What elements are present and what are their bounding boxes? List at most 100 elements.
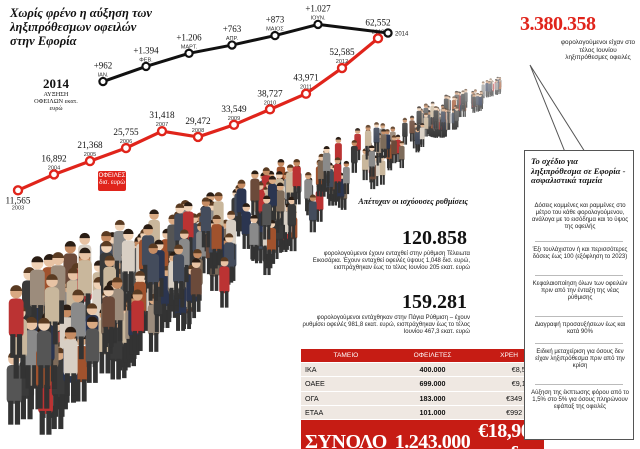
table-row: ΟΓΑ 183.000 €349 εκατ.	[301, 391, 544, 406]
debt-value-label: 29,472	[185, 116, 211, 126]
debt-point	[84, 155, 96, 167]
page-title: Χωρίς φρένο η αύξηση των ληξιπρόθεσμων ο…	[10, 6, 152, 48]
person-figure	[200, 197, 211, 248]
person-figure	[308, 194, 317, 233]
debt-value-label: 11,565	[6, 195, 31, 205]
person-figure	[36, 317, 52, 389]
debt-value-label: 16,892	[41, 153, 67, 163]
monthly-value-label: +763	[223, 24, 242, 34]
table-cell: 400.000	[390, 362, 475, 378]
person-figure	[275, 182, 285, 226]
table-row: ΟΑΕΕ 699.000 €9,1 δισ.	[301, 376, 544, 392]
regulation2-value: 159.281	[402, 291, 467, 313]
divider	[535, 241, 623, 242]
table-cell: ΙΚΑ	[301, 362, 391, 378]
debt-year-label: 2004	[48, 165, 60, 171]
monthly-point	[98, 76, 108, 87]
plan-item: Ειδική μεταχείριση για όσους δεν είχαν λ…	[535, 349, 625, 370]
funds-table: ΤΑΜΕΙΟ ΟΦΕΙΛΕΤΕΣ ΧΡΕΗ ΙΚΑ 400.000 €8,5 δ…	[301, 349, 544, 449]
person-figure	[121, 228, 135, 292]
monthly-value-label: +873	[266, 15, 285, 25]
debt-point	[48, 169, 60, 180]
person-figure	[241, 203, 251, 249]
debt-year-label: 2007	[156, 122, 168, 128]
person-figure	[211, 214, 222, 266]
badge-ofeiles: ΟΦΕΙΛΕΣ δισ. ευρώ	[98, 171, 126, 191]
debt-year-label: 2005	[84, 152, 96, 158]
badge-2014: 2014 ΑΥΞΗΣΗ ΟΦΕΙΛΩΝ εκατ. ευρώ	[30, 77, 82, 112]
person-figure	[24, 316, 39, 389]
debt-year-label: 2012	[336, 59, 348, 65]
person-figure	[334, 157, 342, 194]
debt-point	[12, 185, 24, 196]
debt-value-label: 21,368	[77, 140, 103, 150]
debt-value-label: 52,585	[329, 47, 355, 57]
divider	[535, 316, 623, 317]
debt-value-label: 38,727	[257, 88, 283, 98]
regulation2-caption: φορολογούμενοι εντάχθηκαν στην Πάγια Ρύθ…	[302, 315, 470, 336]
person-figure	[102, 285, 115, 348]
debt-year-label: 2010	[264, 100, 276, 106]
person-figure	[219, 257, 230, 308]
person-figure	[249, 214, 259, 260]
divider	[535, 275, 623, 276]
monthly-month-label: ΙΑΝ.	[98, 73, 109, 79]
monthly-end-label: 2014	[395, 32, 409, 38]
person-figure	[8, 285, 24, 358]
table-cell: 699.000	[390, 376, 475, 392]
debt-point	[300, 88, 312, 99]
plan-item: Διαγραφή προσαυξήσεων έως και κατά 90%	[534, 322, 626, 336]
person-figure	[262, 195, 272, 240]
plan-panel: Το σχέδιο για ληξιπρόθεσμα σε Εφορία - α…	[524, 150, 634, 440]
table-row: ΕΤΑΑ 101.000 €992 εκατ.	[301, 405, 544, 420]
plan-heading: Το σχέδιο για ληξιπρόθεσμα σε Εφορία - α…	[531, 156, 626, 186]
monthly-value-label: +1.394	[133, 45, 159, 55]
table-cell: ΟΓΑ	[301, 391, 391, 406]
plan-item: Κεφαλαιοποίηση όλων των οφειλών πριν από…	[532, 281, 628, 302]
monthly-point	[227, 40, 237, 50]
debt-value-label: 25,755	[113, 127, 139, 137]
debt-year-label: 2008	[192, 128, 204, 134]
monthly-point	[313, 19, 323, 30]
debt-value-label: 62,552	[365, 17, 391, 27]
person-figure	[292, 158, 301, 200]
divider	[535, 384, 623, 385]
debt-year-label: 2011	[300, 85, 312, 91]
table-cell: ΕΤΑΑ	[301, 405, 391, 420]
regulation1-value: 120.858	[402, 227, 467, 249]
person-figure	[131, 289, 144, 352]
debt-point	[156, 125, 168, 137]
table-cell: ΣΥΝΟΛΟ	[301, 419, 391, 449]
regulations-heading: Απέτυχαν οι ισχύουσες ρυθμίσεις	[358, 197, 468, 206]
monthly-month-label: ΜΑΡΤ.	[181, 44, 198, 50]
monthly-month-label: ΜΑΙΟΣ	[266, 27, 284, 33]
table-row: ΙΚΑ 400.000 €8,5 δισ.	[301, 362, 544, 378]
person-figure	[399, 141, 405, 169]
person-figure	[63, 326, 78, 396]
person-figure	[250, 170, 260, 216]
person-figure	[173, 244, 185, 299]
monthly-value-label: +1.206	[176, 32, 202, 42]
debt-point	[228, 119, 240, 130]
debt-value-label: 31,418	[149, 110, 175, 120]
regulation1-caption: φορολογούμενοι έχουν ενταχθεί στην ρύθμι…	[312, 251, 470, 272]
monthly-value-label: +962	[94, 61, 113, 71]
person-figure	[368, 145, 376, 177]
monthly-point	[141, 61, 151, 72]
plan-item: Δόσεις κομμένες και ραμμένες στο μέτρο τ…	[531, 203, 629, 231]
debt-value-label: 43,971	[293, 73, 319, 83]
debt-year-label: 2009	[228, 116, 240, 122]
person-figure	[85, 316, 100, 383]
debt-point	[336, 62, 348, 74]
monthly-end-point	[383, 28, 393, 38]
person-figure	[77, 247, 92, 316]
total-taxpayers-caption: φορολογούμενοι είχαν στο τέλος Ιουνίου λ…	[560, 39, 636, 62]
plan-item: Έξι τουλάχιστον ή και περισσότερες δόσει…	[532, 247, 628, 261]
divider	[535, 343, 623, 344]
person-figure	[30, 256, 45, 329]
table-cell: 1.243.000	[390, 419, 475, 449]
table-header: ΤΑΜΕΙΟ	[301, 349, 391, 364]
